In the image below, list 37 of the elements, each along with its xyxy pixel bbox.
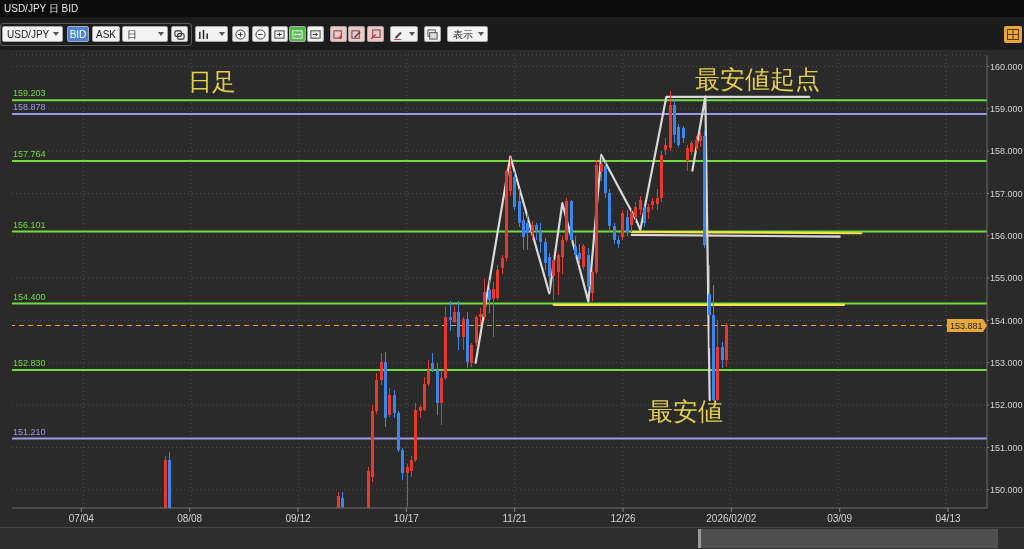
bid-button: BID	[67, 26, 89, 42]
x-tick-label: 11/21	[502, 513, 528, 524]
x-tick-label: 09/12	[285, 513, 311, 524]
x-tick-label: 03/09	[827, 513, 853, 524]
x-tick-label: 2026/02/02	[706, 513, 757, 524]
annotation: 最安値	[647, 397, 723, 426]
symbol-dropdown: USD/JPY	[2, 26, 63, 42]
chart-title: USD/JPY 日 BID	[4, 2, 79, 15]
timeframe-dropdown: 日	[122, 26, 168, 42]
y-tick-label: 150.000	[990, 484, 1023, 495]
y-tick-label: 152.000	[990, 400, 1023, 411]
y-tick-label: 155.000	[990, 273, 1023, 284]
annotation: 最安値起点	[694, 65, 820, 95]
ask-button: ASK	[92, 26, 120, 42]
ref-line-label: 154.400	[13, 291, 46, 302]
x-tick-label: 07/04	[68, 513, 95, 524]
y-tick-label: 160.000	[990, 61, 1023, 72]
ref-line-label: 158.878	[13, 101, 46, 112]
y-tick-label: 156.000	[990, 230, 1023, 241]
y-tick-label: 151.000	[990, 442, 1023, 453]
x-tick-label: 12/26	[610, 513, 636, 524]
x-tick-label: 10/17	[393, 513, 420, 524]
ref-line-label: 152.830	[13, 357, 46, 368]
ref-line-label: 156.101	[13, 219, 46, 230]
display-dropdown: 表示	[447, 26, 488, 42]
x-tick-label: 08/08	[177, 513, 203, 524]
y-tick-label: 154.000	[990, 315, 1023, 326]
ref-line-label: 153.881	[950, 320, 983, 331]
y-tick-label: 153.000	[990, 357, 1023, 368]
x-tick-label: 04/13	[935, 513, 961, 524]
ref-line-label: 157.764	[13, 149, 46, 160]
annotation: 日足	[188, 68, 236, 96]
y-tick-label: 159.000	[990, 103, 1023, 114]
ref-line-label: 151.210	[13, 426, 46, 437]
y-tick-label: 157.000	[990, 188, 1023, 199]
ref-line-label: 159.203	[13, 88, 46, 99]
y-tick-label: 158.000	[990, 146, 1023, 157]
